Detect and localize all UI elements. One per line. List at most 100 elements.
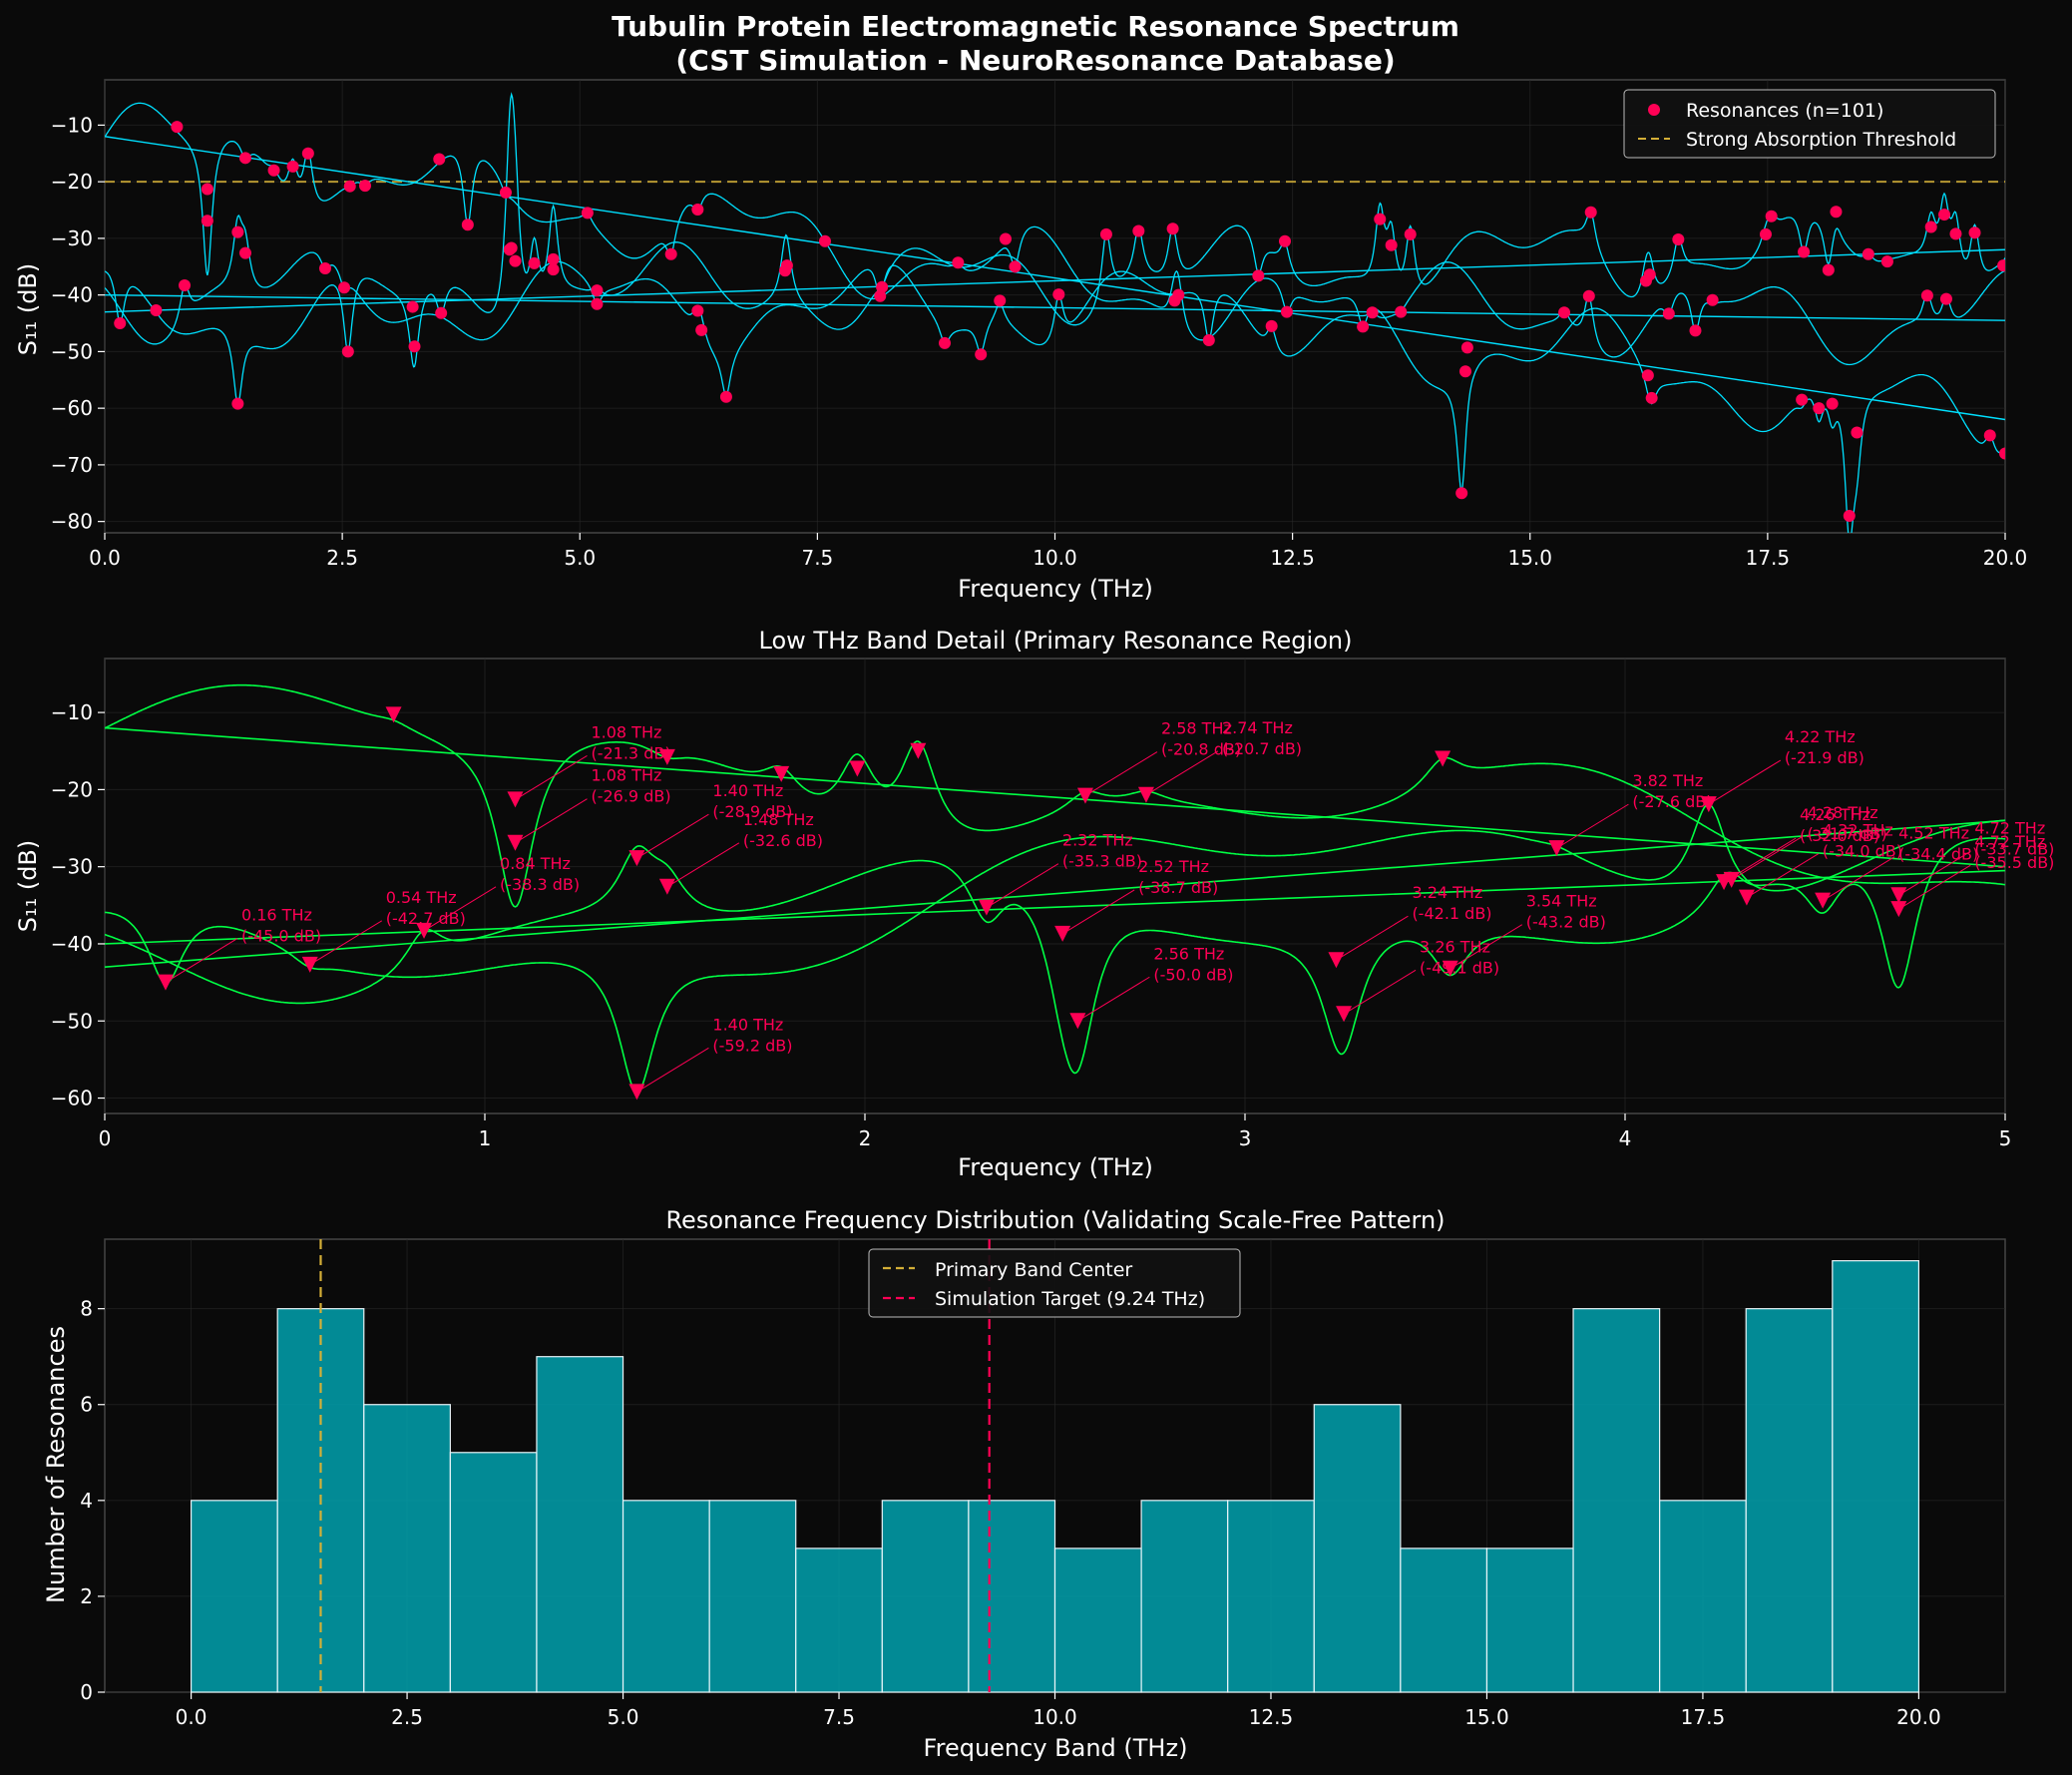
annotation-arrow: [309, 920, 383, 966]
annotation-label: 1.08 THz: [591, 766, 661, 785]
resonance-marker: [1938, 209, 1951, 222]
y-tick-label: −20: [51, 170, 93, 194]
resonance-marker: [509, 254, 522, 267]
resonance-marker: [591, 284, 604, 297]
resonance-marker: [999, 232, 1012, 245]
annotation-label: (-31.7 dB): [1808, 824, 1887, 843]
resonance-marker: [435, 306, 448, 319]
resonance-marker: [547, 252, 560, 265]
annotation-label: 2.58 THz: [1161, 719, 1232, 738]
resonance-marker: [408, 340, 421, 353]
spectrum-curve: [105, 102, 2005, 533]
x-tick-label: 10.0: [1033, 1705, 1077, 1729]
annotation-label: (-20.8 dB): [1161, 740, 1241, 759]
legend-label: Strong Absorption Threshold: [1686, 129, 1956, 151]
resonance-marker: [975, 348, 988, 361]
annotation-label: 4.26 THz: [1800, 805, 1870, 824]
annotation-label: (-21.3 dB): [591, 743, 670, 762]
x-tick-label: 7.5: [801, 546, 833, 570]
resonance-marker: [1395, 305, 1408, 318]
annotation-label: (-42.7 dB): [386, 909, 466, 928]
annotation-arrow: [666, 842, 740, 888]
histogram-ylabel: Number of Resonances: [42, 1326, 70, 1603]
x-tick-label: 5.0: [564, 546, 596, 570]
lowband-title: Low THz Band Detail (Primary Resonance R…: [759, 627, 1353, 655]
resonance-marker: [1830, 206, 1843, 219]
figure-title-line1: Tubulin Protein Electromagnetic Resonanc…: [612, 10, 1459, 43]
resonance-marker: [1385, 238, 1398, 251]
resonance-marker: [1924, 221, 1937, 233]
annotation-label: 2.32 THz: [1062, 831, 1133, 850]
y-tick-label: −40: [51, 932, 93, 956]
x-tick-label: 4: [1619, 1126, 1632, 1150]
resonance-marker: [1798, 245, 1811, 258]
resonance-marker: [114, 317, 127, 330]
resonance-marker: [1689, 324, 1702, 337]
resonance-marker: [939, 336, 952, 349]
resonance-marker: [1132, 224, 1145, 237]
x-tick-label: 20.0: [1896, 1705, 1941, 1729]
annotation-label: (-33.7 dB): [1974, 839, 2054, 858]
resonance-marker: [1949, 227, 1962, 240]
annotation-arrow: [1746, 853, 1820, 899]
annotation-arrow: [1336, 915, 1409, 961]
x-tick-label: 2: [859, 1126, 872, 1150]
trend-line: [105, 726, 2005, 868]
resonance-marker: [238, 246, 251, 259]
resonance-marker: [1643, 268, 1656, 281]
y-tick-label: −10: [51, 113, 93, 137]
legend-box: [1623, 89, 1996, 159]
x-tick-label: 3: [1239, 1126, 1252, 1150]
resonance-marker: [1460, 341, 1473, 354]
resonance-marker: [1558, 306, 1571, 319]
resonance-marker: [849, 760, 866, 777]
annotation-label: (-38.7 dB): [1138, 878, 1218, 897]
legend-marker-icon: [1648, 104, 1660, 116]
y-tick-label: 6: [80, 1393, 93, 1417]
y-tick-label: −60: [51, 1087, 93, 1110]
resonance-marker: [691, 203, 704, 216]
annotation-label: (-42.1 dB): [1412, 904, 1491, 923]
annotation-arrow: [636, 813, 709, 859]
axes-frame: [104, 658, 2006, 1114]
y-tick-label: −10: [51, 700, 93, 724]
x-tick-label: 0.0: [176, 1705, 207, 1729]
histogram-bar: [449, 1452, 538, 1693]
resonance-marker: [1279, 234, 1292, 247]
resonance-marker: [231, 225, 244, 238]
annotation-label: (-21.9 dB): [1785, 748, 1865, 767]
annotation-arrow: [515, 755, 588, 800]
histogram-bar: [1140, 1500, 1229, 1693]
resonance-marker: [1851, 426, 1864, 439]
resonance-marker: [1069, 1013, 1086, 1030]
y-tick-label: −30: [51, 855, 93, 879]
resonance-marker: [433, 153, 446, 166]
resonance-marker: [231, 397, 244, 410]
resonance-marker: [1796, 393, 1809, 406]
y-tick-label: −40: [51, 283, 93, 307]
lowband-xlabel: Frequency (THz): [958, 1153, 1153, 1181]
resonance-marker: [1455, 487, 1468, 500]
histogram-title: Resonance Frequency Distribution (Valida…: [665, 1206, 1445, 1234]
annotation-label: 2.56 THz: [1153, 944, 1224, 963]
resonance-marker: [301, 147, 314, 160]
resonance-marker: [874, 289, 887, 302]
annotation-label: (-34.0 dB): [1823, 842, 1902, 861]
resonance-marker: [1999, 447, 2005, 460]
histogram-bar: [1053, 1548, 1142, 1693]
y-tick-label: 4: [80, 1489, 93, 1513]
spectrum-xlabel: Frequency (THz): [958, 575, 1153, 603]
lowband-plot-area: [105, 683, 2005, 1101]
annotation-label: 4.72 THz: [1974, 832, 2045, 851]
resonance-marker: [341, 345, 354, 358]
resonance-marker: [1826, 397, 1839, 410]
resonance-marker: [385, 706, 402, 723]
trend-line: [105, 136, 2005, 421]
annotation-label: 1.48 THz: [743, 810, 814, 829]
histogram-bar: [968, 1500, 1056, 1693]
histogram-bar: [1572, 1308, 1661, 1693]
annotation-label: 3.24 THz: [1412, 883, 1482, 902]
y-tick-label: −20: [51, 777, 93, 801]
resonance-marker: [286, 160, 299, 173]
